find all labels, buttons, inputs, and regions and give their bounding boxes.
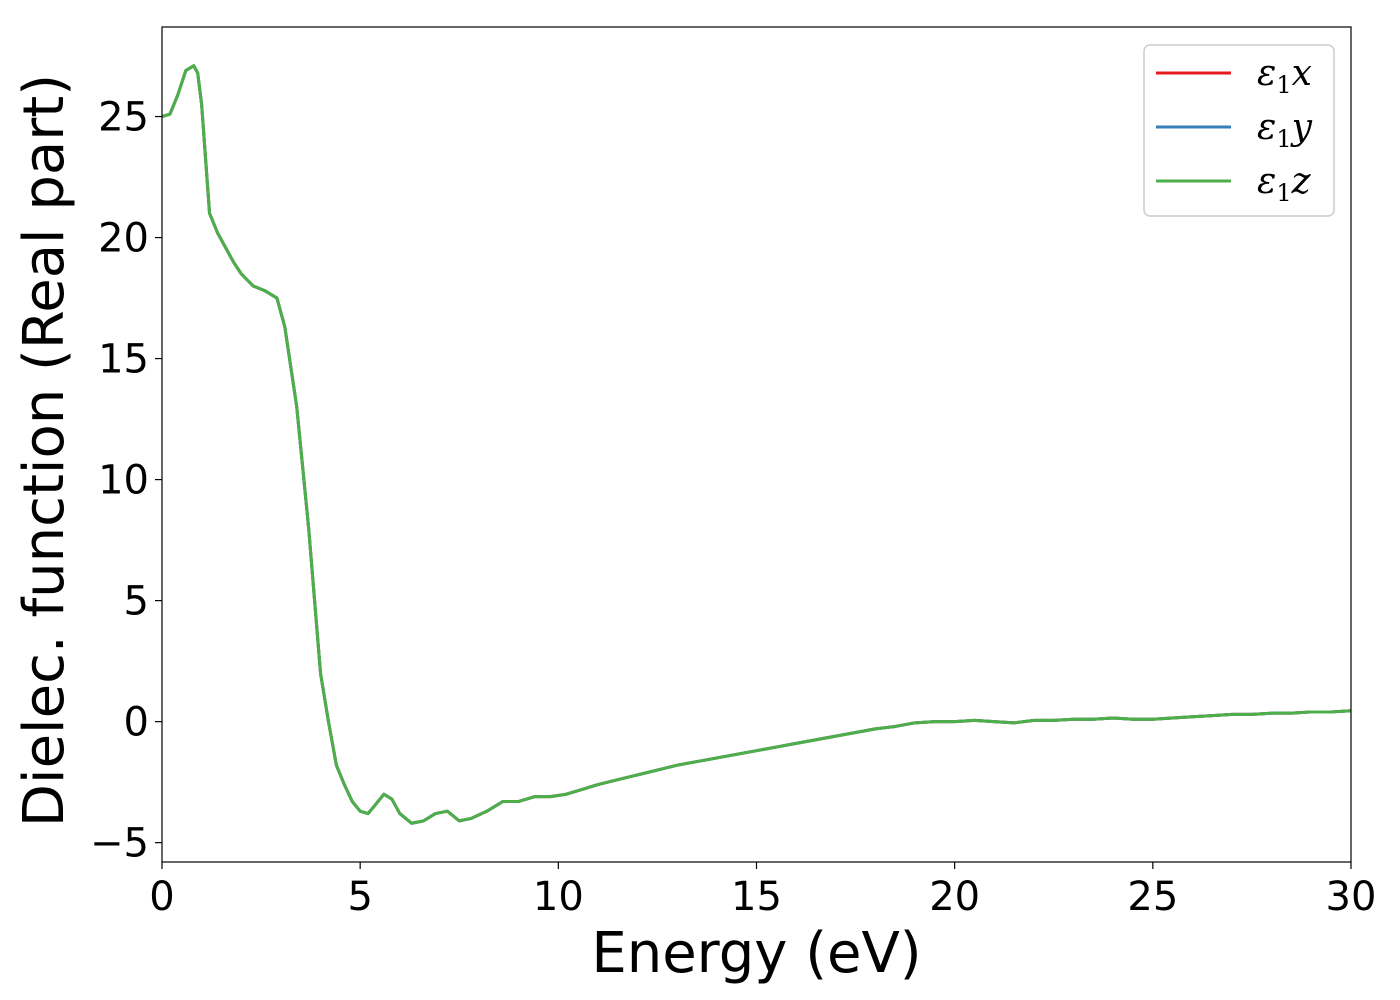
series-line-z	[161, 64, 1352, 825]
legend-label-y: ε1y	[1257, 107, 1313, 153]
y-tick-label: −5	[90, 821, 149, 867]
x-tick-label: 10	[533, 874, 584, 920]
legend-box	[1143, 44, 1335, 217]
legend-label-x: ε1x	[1257, 53, 1312, 99]
y-tick-label: 10	[98, 458, 149, 504]
x-tick-label: 5	[347, 874, 372, 920]
x-tick-label: 15	[731, 874, 782, 920]
y-tick-label: 15	[98, 337, 149, 383]
legend: ε1x ε1y ε1z	[1143, 44, 1335, 217]
x-tick-label: 0	[149, 874, 174, 920]
y-tick-label: 5	[124, 579, 149, 625]
series-layer	[161, 64, 1352, 825]
legend-label-z: ε1z	[1257, 161, 1312, 207]
x-tick-label: 20	[929, 874, 980, 920]
y-tick-label: 0	[124, 700, 149, 746]
x-tick-label: 30	[1326, 874, 1377, 920]
x-tick-label: 25	[1127, 874, 1178, 920]
y-tick-label: 25	[98, 95, 149, 141]
y-tick-label: 20	[98, 216, 149, 262]
y-axis-title: Dielec. function (Real part)	[12, 74, 77, 827]
x-axis-title: Energy (eV)	[591, 921, 921, 986]
